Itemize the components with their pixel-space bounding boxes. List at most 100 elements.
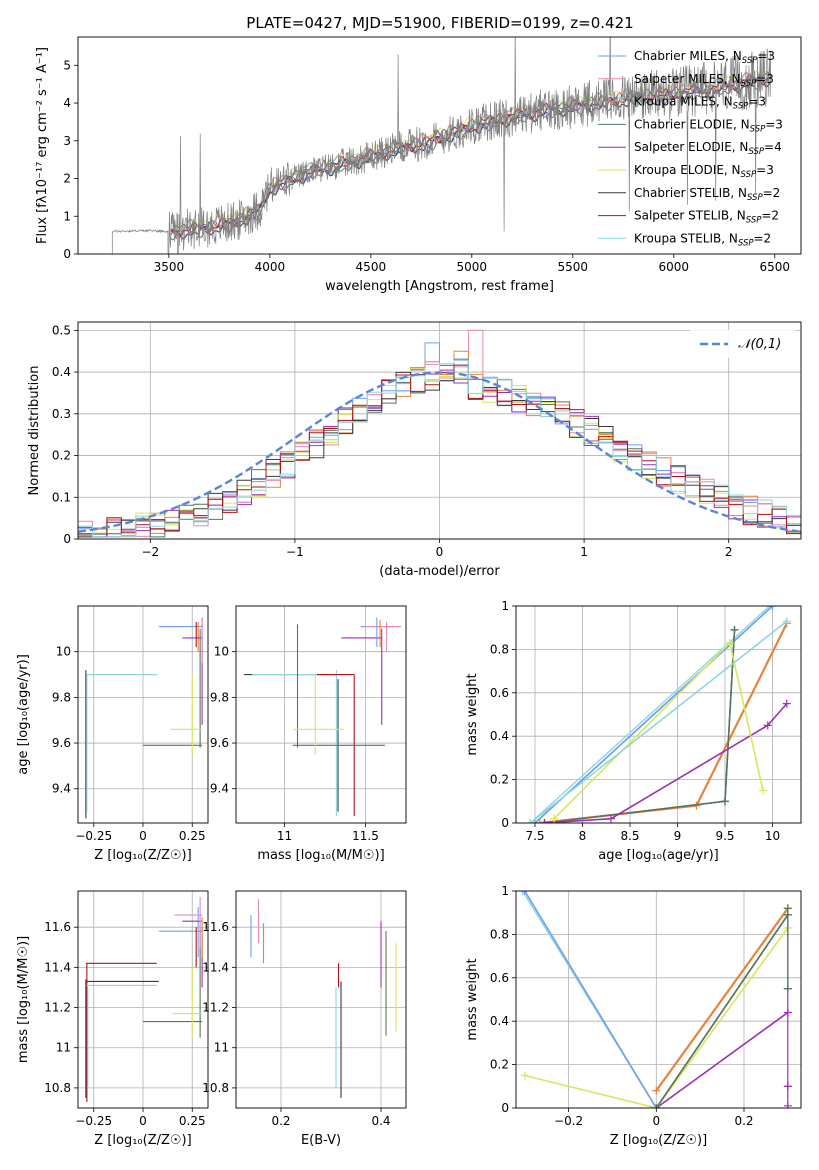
y-tick-label: 5 [63,58,71,72]
y-tick-label: 10 [56,645,71,659]
chart-panel-5: −0.25 0 0.25 10.8 11 11.2 11.4 11.6 Z [log₁₀(Z/Z… [16,890,209,1148]
x-tick-label: 0.2 [271,1114,290,1128]
x-tick-label: 6000 [658,260,689,274]
x-tick-label: 0.25 [179,1114,206,1128]
y-tick-label: 9.8 [52,690,71,704]
y-tick-label: 0.5 [52,323,71,337]
axes-frame: −2 −1 0 1 2 0 0.1 0.2 0.3 0.4 0.5 (data-model)/erro… [27,321,802,579]
y-axis-label: Normed distribution [27,366,42,496]
x-tick-label: 0.4 [371,1114,390,1128]
data-point-marker [652,1104,661,1108]
x-axis-label: Z [log₁₀(Z/Z☉)] [610,1133,707,1148]
data-point-marker [550,814,558,823]
axes-border [77,36,802,255]
y-tick-label: 3 [63,134,71,148]
x-axis-label: wavelength [Angstrom, rest frame] [325,279,554,294]
axes-frame: −0.25 0 0.25 9.4 9.6 9.8 10 Z [log₁₀(Z/Z☉)] age … [16,605,209,863]
y-tick-label: 11.4 [202,960,229,974]
x-tick-label: 0 [652,1114,660,1128]
x-tick-label: 0.2 [734,1114,753,1128]
y-tick-label: 0 [63,247,71,261]
y-tick-label: 9.6 [210,736,229,750]
plot-marks [518,891,792,1108]
y-axis-label: age [log₁₀(age/yr)] [16,654,31,775]
axes-frame: −0.2 0 0.2 0 0.2 0.4 0.6 0.8 1 Z [log₁₀(Z/Z☉)] mas… [465,884,802,1148]
y-tick-label: 1 [501,599,509,613]
chart-panel-3: 11 11.5 9.4 9.6 9.8 10 mass [log₁₀(M/M☉)] [210,605,407,863]
x-tick-label: −1 [286,545,304,559]
data-point-marker [607,814,615,823]
axes-border [235,890,407,1109]
legend-entry: 𝒩(0,1) [738,337,781,352]
legend-entry: Chabrier STELIB, NSSP=2 [634,186,780,203]
y-axis-label: mass weight [465,958,480,1040]
x-tick-label: 8 [579,829,587,843]
observed-spectrum-line [111,37,772,254]
x-tick-label: 4500 [356,260,387,274]
legend-entry: Salpeter MILES, NSSP=3 [634,72,774,89]
legend-entry: Salpeter STELIB, NSSP=2 [634,209,779,226]
x-tick-label: 9.5 [715,829,734,843]
x-tick-label: 4000 [255,260,286,274]
data-point-marker [526,819,535,823]
data-point-marker [783,1101,792,1108]
legend-entry: Kroupa ELODIE, NSSP=3 [634,163,774,180]
y-tick-label: 0 [501,816,509,830]
x-axis-label: Z [log₁₀(Z/Z☉)] [94,848,191,863]
axes-border [77,890,209,1109]
axes-border [77,321,802,540]
y-tick-label: 0.6 [490,686,509,700]
y-tick-label: 0.4 [52,365,71,379]
gaussian-curve [78,371,799,533]
data-point-marker [782,699,791,708]
data-point-marker [782,617,791,626]
x-axis-label: Z [log₁₀(Z/Z☉)] [94,1133,191,1148]
data-point-marker [763,721,772,730]
y-tick-label: 11.2 [202,1001,229,1015]
x-tick-label: −0.2 [554,1114,583,1128]
x-tick-label: −2 [141,545,159,559]
data-point-marker [783,1082,792,1091]
y-tick-label: 9.8 [210,690,229,704]
data-point-marker [768,606,777,610]
plot-marks [111,37,772,254]
series-line [544,703,788,823]
series-line [655,1011,789,1108]
y-tick-label: 0.2 [490,1058,509,1072]
plot-marks [526,606,791,823]
y-tick-label: 0.8 [490,927,509,941]
y-tick-label: 2 [63,172,71,186]
chart-panel-7: −0.2 0 0.2 0 0.2 0.4 0.6 0.8 1 Z [log₁₀(Z/Z☉)] mas… [465,884,802,1148]
y-tick-label: 11 [56,1041,71,1055]
x-tick-label: 6500 [759,260,790,274]
x-tick-label: 7.5 [525,829,544,843]
chart-panel-4: 7.5 8 8.5 9 9.5 10 0 0.2 0.4 0.6 0.8 1 age [log₁₀(ag… [465,599,802,863]
axes-frame: 0.2 0.4 10.8 11 11.2 11.4 11.6 E(B-V) [202,890,407,1148]
series-line [524,927,789,1108]
y-tick-label: 0.3 [52,407,71,421]
x-axis-label: E(B-V) [301,1133,341,1148]
x-tick-label: −0.25 [75,1114,112,1128]
plot-marks [244,617,402,817]
data-point-marker [531,819,539,823]
y-tick-label: 0.4 [490,729,509,743]
y-tick-label: 0.8 [490,642,509,656]
y-tick-label: 0.2 [490,773,509,787]
x-tick-label: 11.5 [352,829,379,843]
y-tick-label: 10 [214,645,229,659]
data-point-marker [652,1086,661,1095]
data-point-marker [520,1071,529,1080]
legend-entry: Kroupa STELIB, NSSP=2 [634,231,771,248]
y-tick-label: 1 [501,884,509,898]
series-line [524,891,657,1108]
x-tick-label: 10 [765,829,780,843]
x-tick-label: 8.5 [620,829,639,843]
data-point-marker [721,797,729,806]
plot-area [236,606,406,823]
axes-frame: −0.25 0 0.25 10.8 11 11.2 11.4 11.6 Z [log₁₀(Z/Z… [16,890,209,1148]
x-tick-label: 3500 [154,260,185,274]
figure-title: PLATE=0427, MJD=51900, FIBERID=0199, z=0… [246,14,633,32]
x-tick-label: 0 [139,829,147,843]
y-tick-label: 0.6 [490,971,509,985]
